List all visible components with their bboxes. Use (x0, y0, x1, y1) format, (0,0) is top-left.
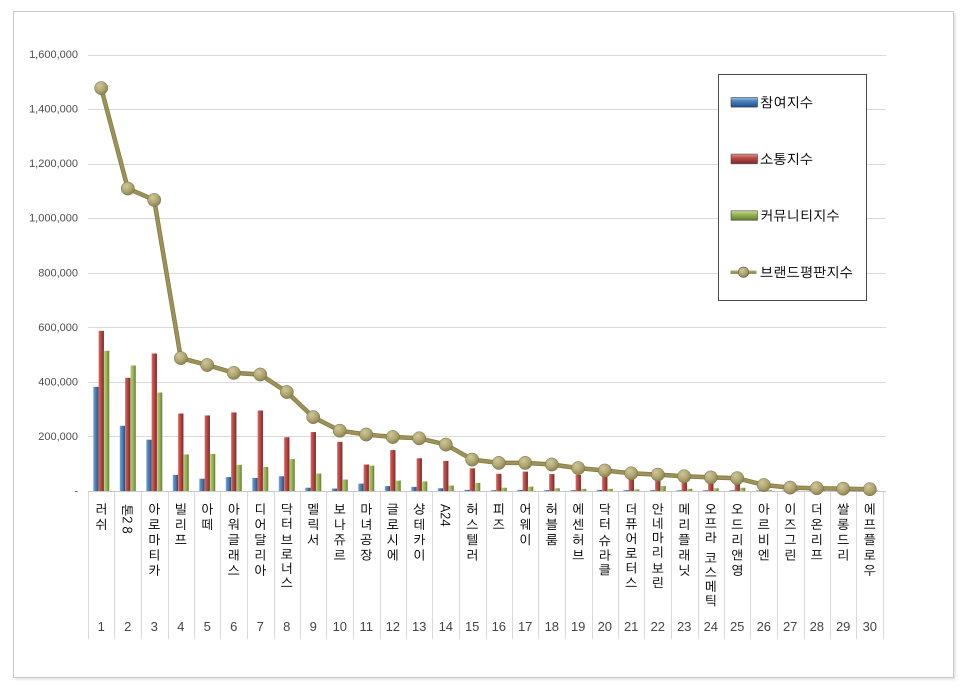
svg-text:27: 27 (783, 619, 797, 634)
svg-text:1: 1 (98, 619, 105, 634)
svg-text:24: 24 (704, 619, 718, 634)
svg-text:5: 5 (204, 619, 211, 634)
svg-text:20: 20 (598, 619, 612, 634)
svg-text:17: 17 (518, 619, 532, 634)
svg-text:28: 28 (810, 619, 824, 634)
svg-text:26: 26 (757, 619, 771, 634)
svg-text:10: 10 (333, 619, 347, 634)
svg-text:6: 6 (230, 619, 237, 634)
svg-text:13: 13 (412, 619, 426, 634)
svg-text:12: 12 (386, 619, 400, 634)
svg-text:16: 16 (492, 619, 506, 634)
svg-text:4: 4 (177, 619, 184, 634)
svg-text:8: 8 (283, 619, 290, 634)
svg-text:1,000,000: 1,000,000 (29, 213, 78, 225)
svg-text:22: 22 (651, 619, 665, 634)
svg-text:600,000: 600,000 (38, 322, 78, 334)
svg-text:1,200,000: 1,200,000 (29, 158, 78, 170)
svg-text:30: 30 (863, 619, 877, 634)
svg-text:800,000: 800,000 (38, 267, 78, 279)
svg-text:25: 25 (730, 619, 744, 634)
svg-text:21: 21 (624, 619, 638, 634)
svg-text:1,600,000: 1,600,000 (29, 49, 78, 61)
svg-text:7: 7 (257, 619, 264, 634)
svg-text:14: 14 (439, 619, 453, 634)
svg-text:15: 15 (465, 619, 479, 634)
svg-text:200,000: 200,000 (38, 431, 78, 443)
svg-text:-: - (74, 486, 78, 498)
svg-text:400,000: 400,000 (38, 376, 78, 388)
svg-text:29: 29 (836, 619, 850, 634)
svg-text:9: 9 (310, 619, 317, 634)
svg-text:2: 2 (124, 619, 131, 634)
svg-text:18: 18 (545, 619, 559, 634)
svg-text:1,400,000: 1,400,000 (29, 104, 78, 116)
svg-text:11: 11 (359, 619, 373, 634)
svg-text:3: 3 (151, 619, 158, 634)
svg-text:23: 23 (677, 619, 691, 634)
svg-text:19: 19 (571, 619, 585, 634)
